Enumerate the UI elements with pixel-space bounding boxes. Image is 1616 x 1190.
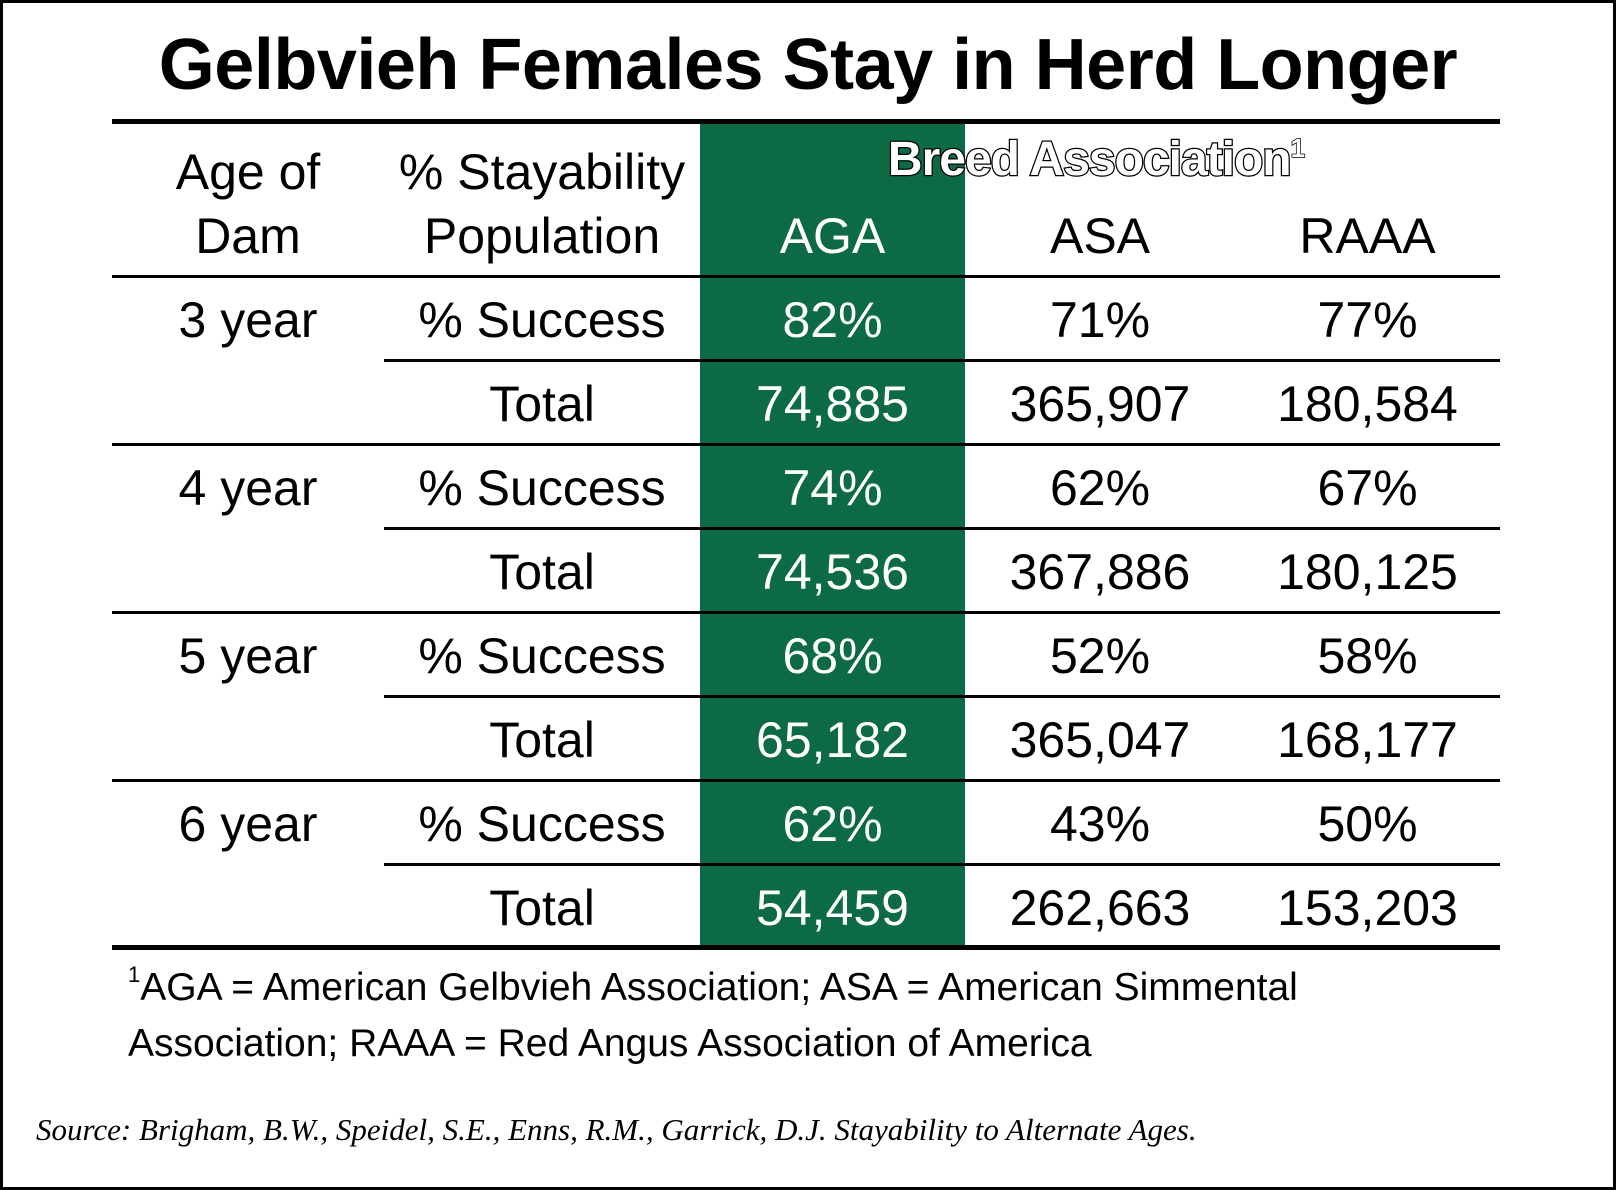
age-cell: 3 year <box>178 292 318 348</box>
aga-value: 82% <box>782 292 883 348</box>
row-divider <box>384 359 1500 362</box>
footnote-marker: 1 <box>128 962 141 987</box>
raaa-value: 153,203 <box>1277 880 1458 936</box>
asa-value: 71% <box>1049 292 1151 348</box>
metric-cell: Total <box>489 880 595 936</box>
group-divider <box>112 779 1500 782</box>
metric-cell: Total <box>489 376 595 432</box>
aga-value: 74% <box>782 460 883 516</box>
breed-association-footnote-marker: 1 <box>1290 132 1306 164</box>
metric-cell: % Success <box>418 460 666 516</box>
aga-value: 74,885 <box>756 376 909 432</box>
metric-cell: % Success <box>418 628 666 684</box>
chart-title: Gelbvieh Females Stay in Herd Longer <box>158 25 1458 105</box>
asa-value: 365,907 <box>1009 376 1191 432</box>
raaa-value: 58% <box>1317 628 1418 684</box>
raaa-value: 168,177 <box>1277 712 1458 768</box>
row-divider <box>384 863 1500 866</box>
raaa-value: 77% <box>1317 292 1418 348</box>
column-header-aga: AGA <box>779 208 886 264</box>
metric-cell: % Success <box>418 796 666 852</box>
asa-value: 262,663 <box>1009 880 1191 936</box>
raaa-value: 180,125 <box>1277 544 1458 600</box>
row-divider <box>384 695 1500 698</box>
raaa-value: 67% <box>1317 460 1418 516</box>
asa-value: 365,047 <box>1009 712 1191 768</box>
table-bottom-rule <box>112 945 1500 950</box>
asa-value: 52% <box>1049 628 1151 684</box>
group-divider <box>112 443 1500 446</box>
footnote-text: AGA = American Gelbvieh Association; ASA… <box>128 966 1298 1065</box>
breed-association-header: Breed Association1 <box>866 128 1326 192</box>
raaa-value: 50% <box>1317 796 1418 852</box>
row-divider <box>384 527 1500 530</box>
asa-value: 43% <box>1049 796 1151 852</box>
table-top-rule <box>112 119 1500 124</box>
aga-value: 65,182 <box>756 712 909 768</box>
header-rule <box>112 275 1500 278</box>
header-stayability-line2: Population <box>423 208 661 264</box>
age-cell: 6 year <box>178 796 318 852</box>
header-age-line1: Age of <box>175 144 321 200</box>
column-header-asa: ASA <box>1049 208 1151 264</box>
metric-cell: Total <box>489 544 595 600</box>
source-citation: Source: Brigham, B.W., Speidel, S.E., En… <box>36 1112 1197 1147</box>
raaa-value: 180,584 <box>1277 376 1458 432</box>
footnote: 1AGA = American Gelbvieh Association; AS… <box>128 960 1488 1072</box>
aga-value: 68% <box>782 628 883 684</box>
aga-value: 54,459 <box>756 880 909 936</box>
age-cell: 4 year <box>178 460 318 516</box>
aga-value: 62% <box>782 796 883 852</box>
age-cell: 5 year <box>178 628 318 684</box>
column-header-raaa: RAAA <box>1299 208 1436 264</box>
group-divider <box>112 611 1500 614</box>
metric-cell: Total <box>489 712 595 768</box>
asa-value: 367,886 <box>1009 544 1191 600</box>
aga-value: 74,536 <box>756 544 909 600</box>
breed-association-label: Breed Association <box>887 132 1293 188</box>
asa-value: 62% <box>1049 460 1151 516</box>
header-stayability-line1: % Stayability <box>398 144 686 200</box>
header-age-line2: Dam <box>195 208 301 264</box>
metric-cell: % Success <box>418 292 666 348</box>
aga-highlight-column <box>700 122 965 949</box>
